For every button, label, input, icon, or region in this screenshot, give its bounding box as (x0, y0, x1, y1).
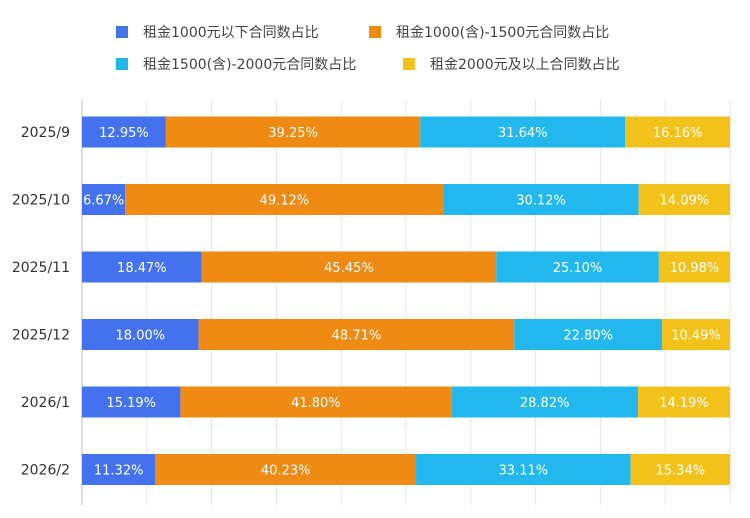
data-label: 12.95% (99, 126, 149, 141)
bar-segment[interactable] (82, 319, 199, 350)
bar-segment[interactable] (155, 454, 417, 485)
data-label: 25.10% (553, 261, 603, 276)
data-label: 40.23% (261, 464, 311, 479)
data-label: 49.12% (260, 194, 310, 209)
legend-swatch-1000-1500 (369, 26, 381, 38)
data-label: 15.19% (106, 396, 156, 411)
data-label: 11.32% (94, 464, 144, 479)
data-label: 18.00% (116, 329, 166, 344)
data-label: 6.67% (83, 194, 124, 209)
bar-segment[interactable] (82, 184, 126, 215)
bar-segment[interactable] (82, 386, 181, 418)
bar-segment[interactable] (180, 386, 452, 418)
category-label: 2025/11 (12, 260, 70, 276)
bar-segment[interactable] (662, 319, 730, 350)
bar-segment[interactable] (496, 251, 659, 283)
bar-segment[interactable] (638, 386, 730, 418)
data-label: 31.64% (498, 126, 548, 141)
data-label: 28.82% (520, 396, 570, 411)
bar-segment[interactable] (82, 116, 166, 148)
category-label: 2026/1 (21, 395, 70, 411)
bar-segment[interactable] (82, 251, 202, 283)
legend-item-1000-1500[interactable]: 租金1000(含)-1500元合同数占比 (369, 22, 609, 42)
legend-label-2000-plus: 租金2000元及以上合同数占比 (430, 57, 620, 73)
bar-segment[interactable] (658, 251, 730, 283)
category-label: 2025/10 (12, 193, 70, 209)
data-label: 45.45% (324, 261, 374, 276)
bar-segment[interactable] (198, 319, 515, 350)
data-label: 16.16% (653, 126, 703, 141)
data-label: 39.25% (268, 126, 318, 141)
data-label: 10.49% (671, 329, 721, 344)
legend-swatch-1500-2000 (116, 58, 128, 70)
data-label: 48.71% (332, 329, 382, 344)
legend-item-1500-2000[interactable]: 租金1500(含)-2000元合同数占比 (116, 54, 356, 74)
legend-label-under-1000: 租金1000元以下合同数占比 (143, 25, 319, 41)
category-label: 2025/9 (21, 125, 70, 141)
bar-segment[interactable] (443, 184, 639, 215)
data-label: 30.12% (516, 194, 566, 209)
bar-segment[interactable] (416, 454, 631, 485)
data-label: 14.09% (660, 194, 710, 209)
bar-segment[interactable] (451, 386, 639, 418)
legend-swatch-under-1000 (116, 26, 128, 38)
data-label: 15.34% (656, 464, 706, 479)
bar-segment[interactable] (638, 184, 730, 215)
legend-label-1500-2000: 租金1500(含)-2000元合同数占比 (143, 57, 357, 73)
data-label: 41.80% (291, 396, 341, 411)
bar-segment[interactable] (82, 454, 156, 485)
bar-segment[interactable] (125, 184, 444, 215)
bar-segment[interactable] (201, 251, 497, 283)
data-label: 18.47% (117, 261, 167, 276)
bar-segment[interactable] (625, 116, 730, 148)
data-label: 33.11% (499, 464, 549, 479)
bar-segment[interactable] (165, 116, 421, 148)
category-label: 2025/12 (12, 328, 70, 344)
legend-swatch-2000-plus (403, 58, 415, 70)
category-label: 2026/2 (21, 463, 70, 479)
legend-item-under-1000[interactable]: 租金1000元以下合同数占比 (116, 22, 319, 42)
bar-segment[interactable] (420, 116, 626, 148)
data-label: 22.80% (563, 329, 613, 344)
legend-label-1000-1500: 租金1000(含)-1500元合同数占比 (396, 25, 610, 41)
data-label: 14.19% (659, 396, 709, 411)
bar-segment[interactable] (514, 319, 663, 350)
bar-segment[interactable] (630, 454, 730, 485)
legend-item-2000-plus[interactable]: 租金2000元及以上合同数占比 (403, 54, 620, 74)
data-label: 10.98% (670, 261, 720, 276)
